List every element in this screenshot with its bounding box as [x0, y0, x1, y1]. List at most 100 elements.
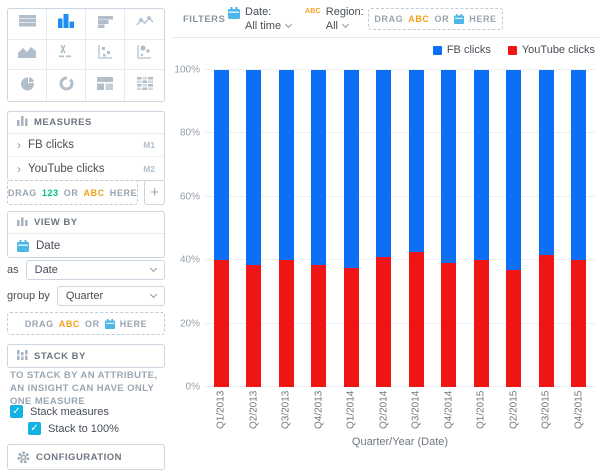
region-filter-value[interactable]: All	[326, 20, 364, 32]
stacked-bar	[311, 70, 327, 387]
y-axis-tick-label: 100%	[174, 64, 200, 76]
viz-type-donut-chart[interactable]	[47, 70, 86, 101]
viz-type-scatter-plot[interactable]	[86, 39, 125, 71]
calendar-icon	[454, 14, 465, 24]
bar-slot	[205, 70, 238, 387]
viz-type-treemap[interactable]	[86, 70, 125, 101]
bar-segment-fb-clicks[interactable]	[441, 70, 457, 264]
viz-type-bubble-chart[interactable]	[125, 40, 164, 71]
bar-segment-fb-clicks[interactable]	[278, 70, 294, 261]
bar-segment-fb-clicks[interactable]	[408, 70, 424, 253]
bar-segment-fb-clicks[interactable]	[246, 70, 262, 265]
bar-segment-fb-clicks[interactable]	[473, 70, 489, 261]
measures-header: MEASURES	[8, 112, 164, 134]
legend-item[interactable]: FB clicks	[432, 44, 491, 56]
x-axis-tick-label: Q4/2013	[313, 390, 325, 429]
y-axis-tick-label: 20%	[179, 318, 200, 330]
measure-item-youtube-clicks[interactable]: › YouTube clicks M2	[8, 157, 164, 180]
bar-segment-fb-clicks[interactable]	[311, 70, 327, 265]
measures-bucket: MEASURES › FB clicks M1 › YouTube clicks…	[7, 111, 165, 181]
gear-icon	[17, 451, 30, 464]
x-axis-labels: Q1/2013 Q2/2013 Q3/2013 Q4/2013 Q1/2014 Q2/20…	[205, 391, 595, 433]
viz-type-headline[interactable]	[47, 39, 86, 71]
y-axis: 0% 20% 40% 60% 80% 100%	[172, 65, 200, 393]
viz-type-bar-chart[interactable]	[86, 9, 125, 40]
attribute-badge: ABC	[83, 187, 105, 198]
viz-type-pie-chart[interactable]	[8, 70, 47, 101]
add-measure-button[interactable]: +	[144, 180, 165, 205]
region-filter[interactable]: ABC Region: All	[305, 6, 364, 32]
stack-by-icon	[17, 349, 28, 363]
x-axis-tick-label: Q4/2014	[443, 390, 455, 429]
date-granularity-select[interactable]: Date	[25, 260, 165, 280]
bar-segment-youtube-clicks[interactable]	[473, 260, 489, 387]
measure-item-fb-clicks[interactable]: › FB clicks M1	[8, 134, 164, 157]
bar-segment-fb-clicks[interactable]	[571, 70, 587, 261]
calendar-icon	[104, 318, 115, 329]
bar-segment-fb-clicks[interactable]	[213, 70, 229, 261]
date-filter[interactable]: Date: All time	[228, 6, 293, 32]
chevron-down-icon	[149, 290, 158, 299]
bar-segment-fb-clicks[interactable]	[343, 70, 359, 269]
bar-segment-youtube-clicks[interactable]	[376, 257, 392, 387]
group-by-select[interactable]: Quarter	[56, 286, 165, 306]
viz-type-column-chart[interactable]	[47, 9, 86, 40]
bar-segment-youtube-clicks[interactable]	[213, 260, 229, 387]
chevron-down-icon	[149, 264, 158, 273]
group-by-label: group by	[7, 290, 50, 302]
stack-measures-checkbox[interactable]: ✓	[10, 405, 23, 418]
x-axis-label-slot: Q1/2013	[205, 391, 238, 433]
bar-segment-youtube-clicks[interactable]	[441, 263, 457, 387]
x-axis-tick-label: Q2/2013	[248, 390, 260, 429]
bar-slot	[335, 70, 368, 387]
bar-slot	[563, 70, 596, 387]
bar-segment-fb-clicks[interactable]	[506, 70, 522, 270]
bar-segment-youtube-clicks[interactable]	[246, 264, 262, 387]
stacked-bar	[343, 70, 359, 387]
view-by-bucket: VIEW BY Date	[7, 211, 165, 258]
stack-measures-label: Stack measures	[30, 405, 109, 418]
viz-type-area-chart[interactable]	[8, 39, 47, 71]
date-filter-value[interactable]: All time	[245, 20, 293, 32]
bar-slot	[270, 70, 303, 387]
gridline	[205, 132, 595, 134]
x-axis-tick-label: Q1/2014	[345, 390, 357, 429]
viz-type-heatmap[interactable]	[125, 70, 164, 101]
bar-chart-icon	[97, 15, 113, 33]
heatmap-icon	[136, 76, 153, 95]
donut-chart-icon	[59, 76, 74, 96]
viz-type-table[interactable]	[8, 9, 47, 40]
bar-segment-youtube-clicks[interactable]	[278, 260, 294, 387]
view-by-icon	[17, 216, 28, 229]
y-axis-tick-label: 60%	[179, 191, 200, 203]
bar-segment-youtube-clicks[interactable]	[408, 252, 424, 387]
bar-segment-youtube-clicks[interactable]	[538, 255, 554, 387]
bar-segment-youtube-clicks[interactable]	[343, 268, 359, 387]
bar-segment-youtube-clicks[interactable]	[571, 260, 587, 387]
view-by-item-date[interactable]: Date	[8, 234, 164, 257]
attribute-badge: ABC	[58, 318, 81, 329]
filter-drop-zone[interactable]: DRAG ABC OR HERE	[368, 8, 503, 30]
bar-slot	[303, 70, 336, 387]
bars-container	[205, 70, 595, 387]
bar-slot	[433, 70, 466, 387]
view-by-drop-zone[interactable]: DRAG ABC OR HERE	[7, 312, 165, 335]
legend-item[interactable]: YouTube clicks	[507, 44, 595, 56]
measures-drop-zone[interactable]: DRAG 123 OR ABC HERE	[7, 180, 139, 205]
x-axis-tick-label: Q1/2015	[475, 390, 487, 429]
bar-segment-youtube-clicks[interactable]	[506, 269, 522, 387]
bar-segment-fb-clicks[interactable]	[376, 70, 392, 258]
attribute-badge: ABC	[305, 8, 321, 15]
configuration-section[interactable]: CONFIGURATION	[7, 444, 165, 470]
chevron-down-icon	[341, 20, 350, 29]
x-axis-tick-label: Q3/2014	[410, 390, 422, 429]
stack-to-100-checkbox[interactable]: ✓	[28, 422, 41, 435]
chart-legend: FB clicks YouTube clicks	[432, 44, 595, 56]
x-axis-label-slot: Q2/2014	[368, 391, 401, 433]
bar-segment-fb-clicks[interactable]	[538, 70, 554, 256]
bar-segment-youtube-clicks[interactable]	[311, 264, 327, 387]
chevron-right-icon: ›	[17, 138, 21, 152]
bar-slot	[465, 70, 498, 387]
measure-label: YouTube clicks	[28, 162, 105, 175]
viz-type-line-chart[interactable]	[125, 9, 164, 40]
